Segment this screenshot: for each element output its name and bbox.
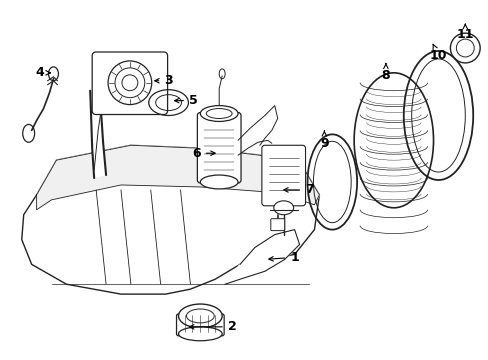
Text: 4: 4 [35, 66, 50, 79]
Text: 11: 11 [456, 24, 473, 41]
Text: 3: 3 [154, 74, 173, 87]
Text: 9: 9 [320, 131, 328, 150]
Text: 6: 6 [192, 147, 215, 160]
Text: 2: 2 [189, 320, 236, 333]
FancyBboxPatch shape [262, 145, 305, 206]
Text: 8: 8 [381, 64, 389, 82]
Ellipse shape [178, 327, 222, 341]
Polygon shape [90, 86, 106, 178]
FancyBboxPatch shape [176, 314, 224, 336]
FancyBboxPatch shape [197, 113, 241, 183]
Polygon shape [37, 145, 319, 210]
Text: 5: 5 [174, 94, 197, 107]
Text: 10: 10 [429, 44, 447, 63]
Ellipse shape [273, 201, 293, 215]
Ellipse shape [200, 105, 238, 121]
Text: 1: 1 [268, 251, 298, 264]
Ellipse shape [200, 175, 238, 189]
FancyBboxPatch shape [270, 219, 284, 231]
Text: 7: 7 [283, 184, 313, 197]
Polygon shape [224, 230, 299, 284]
Ellipse shape [353, 73, 433, 208]
FancyBboxPatch shape [92, 52, 167, 114]
Ellipse shape [178, 304, 222, 328]
Polygon shape [21, 145, 319, 294]
